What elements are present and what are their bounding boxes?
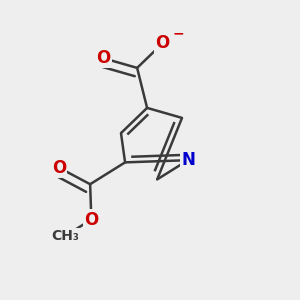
Text: O: O — [96, 49, 110, 67]
Text: N: N — [181, 151, 195, 169]
Text: O: O — [84, 211, 98, 229]
Text: CH₃: CH₃ — [51, 229, 79, 243]
Text: O: O — [155, 34, 170, 52]
Text: O: O — [52, 159, 66, 177]
Text: −: − — [172, 26, 184, 40]
